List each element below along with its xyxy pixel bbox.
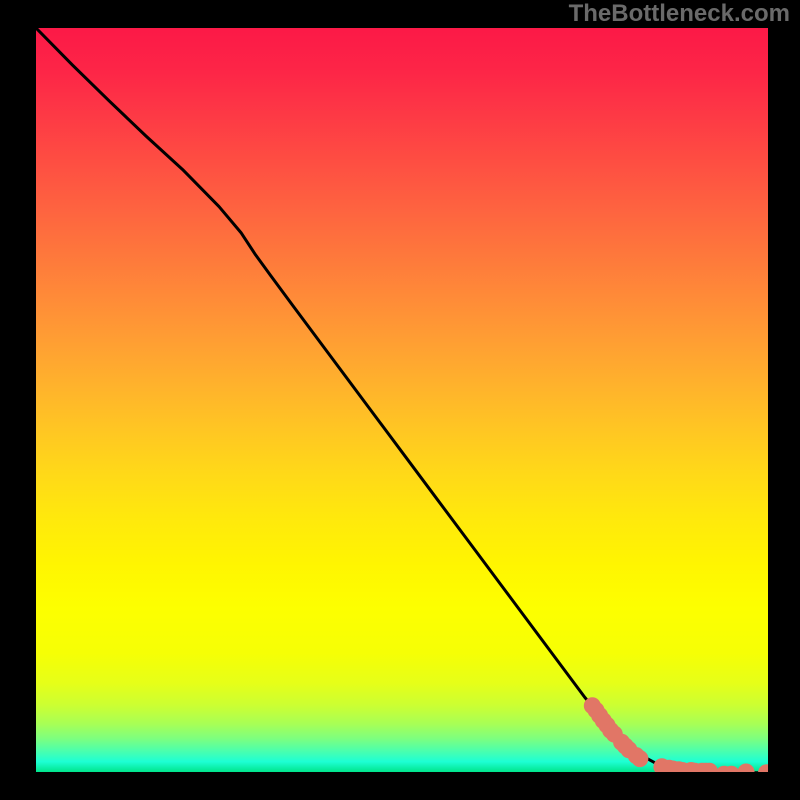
- gradient-background: [36, 28, 768, 772]
- bottleneck-chart: [36, 28, 768, 772]
- watermark-text: TheBottleneck.com: [569, 0, 790, 28]
- data-marker: [632, 751, 648, 767]
